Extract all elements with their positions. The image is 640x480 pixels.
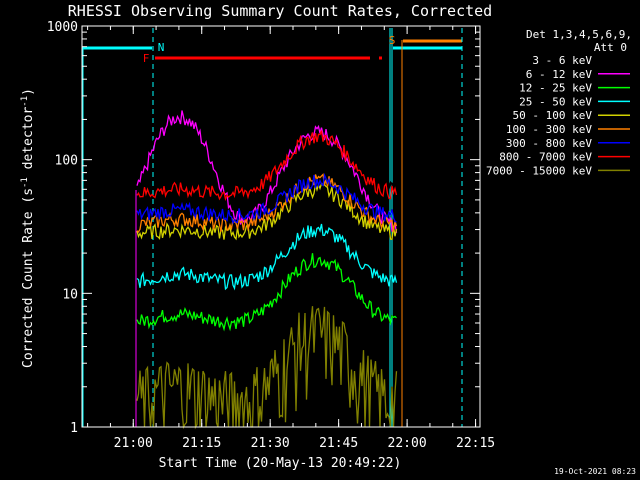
- x-tick-label-3: 21:45: [319, 436, 358, 451]
- footer-timestamp: 19-Oct-2021 08:23: [554, 467, 636, 476]
- annotation-s: S: [389, 34, 396, 47]
- y-tick-label-1: 10: [62, 287, 78, 302]
- x-tick-label-1: 21:15: [182, 436, 221, 451]
- series-line-3: [136, 223, 398, 291]
- y-tick-label-3: 1000: [47, 20, 78, 35]
- series-line-7: [136, 130, 398, 202]
- series-line-8: [136, 306, 398, 430]
- annotation-f: F: [143, 52, 150, 65]
- legend-label-8: 7000 - 15000 keV: [486, 164, 592, 177]
- x-tick-label-0: 21:00: [114, 436, 153, 451]
- series-line-0: [136, 113, 398, 195]
- x-tick-label-5: 22:15: [456, 436, 495, 451]
- plot-frame: [81, 25, 481, 428]
- y-tick-label-0: 1: [70, 421, 78, 436]
- y-axis-label-exp2: -1: [20, 96, 30, 107]
- y-axis-label: Corrected Count Rate (s-1 detector-1): [20, 88, 36, 368]
- flare-dot: [379, 56, 382, 60]
- x-axis-label: Start Time (20-May-13 20:49:22): [159, 456, 402, 471]
- legend-header-line1: Det 1,3,4,5,6,9,: [526, 28, 632, 41]
- legend-label-3: 25 - 50 keV: [519, 95, 592, 108]
- legend-label-2: 12 - 25 keV: [519, 82, 592, 95]
- observing-bars: [82, 28, 463, 427]
- y-axis-label-exp1: -1: [20, 177, 30, 188]
- y-tick-label-2: 100: [55, 154, 78, 169]
- series-line-2: [136, 253, 397, 332]
- y-axis-label-end: ): [21, 88, 36, 96]
- y-axis-label-main: Corrected Count Rate (s: [21, 188, 36, 368]
- axis-ticks: 21:00 21:15 21:30 21:45 22:00 22:15 1 10 100 1000: [47, 20, 495, 451]
- x-tick-label-2: 21:30: [251, 436, 290, 451]
- series-layer: [136, 110, 398, 430]
- legend-label-6: 300 - 800 keV: [506, 137, 592, 150]
- annotation-n: N: [158, 41, 165, 54]
- series-line-1: [136, 110, 398, 234]
- series-line-6: [136, 172, 397, 225]
- annotation-layer: NF S: [143, 34, 396, 65]
- legend-label-7: 800 - 7000 keV: [499, 151, 592, 164]
- legend-label-4: 50 - 100 keV: [513, 109, 593, 122]
- legend-header-line2: Att 0: [594, 41, 627, 54]
- legend-label-5: 100 - 300 keV: [506, 123, 592, 136]
- series-line-4: [136, 182, 398, 241]
- chart-title: RHESSI Observing Summary Count Rates, Co…: [68, 2, 492, 20]
- y-axis-label-mid: detector: [21, 107, 36, 178]
- series-line-5: [136, 173, 398, 234]
- x-tick-label-4: 22:00: [388, 436, 427, 451]
- legend-label-1: 6 - 12 keV: [526, 68, 593, 81]
- legend-label-0: 3 - 6 keV: [532, 54, 592, 67]
